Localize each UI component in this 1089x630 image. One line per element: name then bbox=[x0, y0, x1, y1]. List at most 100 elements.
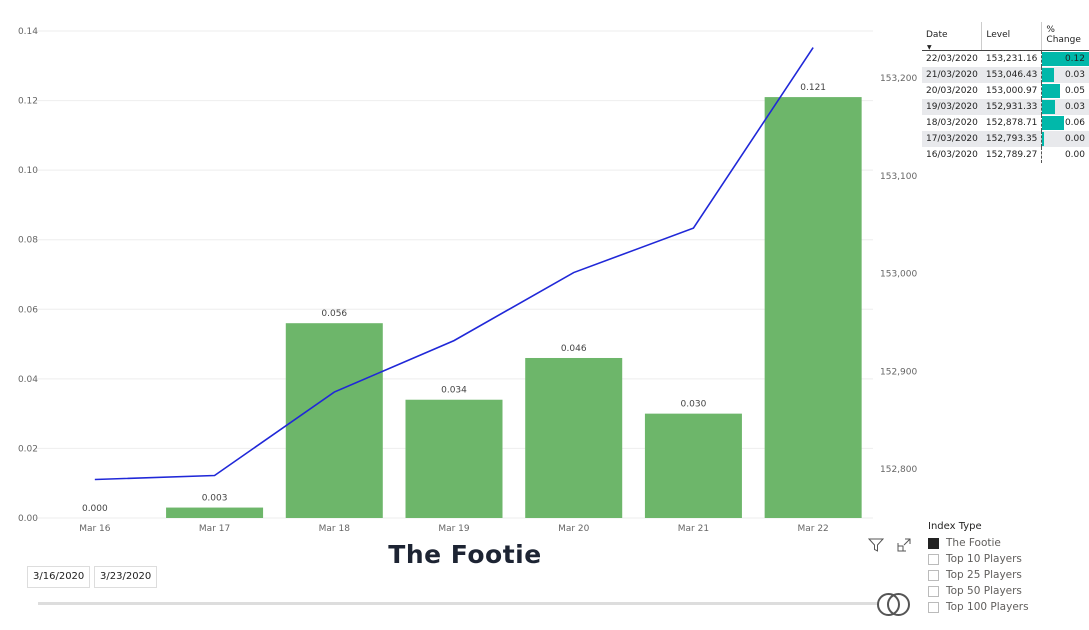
start-date-input[interactable]: 3/16/2020 bbox=[27, 566, 91, 588]
bar bbox=[166, 507, 264, 518]
checkbox[interactable] bbox=[928, 569, 939, 581]
index-type-slicer: Index Type The Footie Top 10 Players Top 2… bbox=[928, 521, 1029, 615]
col-level[interactable]: Level bbox=[981, 22, 1042, 51]
table-row: 22/03/2020 153,231.16 0.12 bbox=[922, 50, 1089, 67]
slicer-item[interactable]: Top 100 Players bbox=[928, 599, 1029, 615]
y2-tick-label: 153,000 bbox=[880, 270, 917, 280]
y-tick-label: 0.10 bbox=[18, 166, 38, 176]
slicer-title: Index Type bbox=[928, 521, 982, 532]
x-tick-label: Mar 22 bbox=[797, 524, 828, 534]
checkbox[interactable] bbox=[928, 537, 939, 549]
table-row: 16/03/2020 152,789.27 0.00 bbox=[922, 147, 1089, 163]
data-label: 0.003 bbox=[202, 494, 228, 504]
slicer-item-label: Top 100 Players bbox=[946, 601, 1029, 613]
table-row: 18/03/2020 152,878.71 0.06 bbox=[922, 115, 1089, 131]
bar bbox=[644, 413, 742, 518]
table-row: 17/03/2020 152,793.35 0.00 bbox=[922, 131, 1089, 147]
cell-level: 153,231.16 bbox=[985, 54, 1038, 64]
cell-date: 20/03/2020 bbox=[926, 86, 978, 96]
y-tick-label: 0.00 bbox=[18, 514, 38, 524]
cell-level: 152,789.27 bbox=[985, 150, 1038, 160]
combo-chart: 0.00 0.02 0.04 0.06 0.08 0.10 0.12 0.14 152,800 1… bbox=[18, 27, 918, 534]
cell-change: 0.06 bbox=[1041, 115, 1089, 131]
y-tick-label: 0.02 bbox=[18, 444, 38, 454]
slicer-item-label: The Footie bbox=[946, 537, 1001, 549]
checkbox[interactable] bbox=[928, 553, 939, 565]
bar bbox=[285, 323, 383, 518]
data-bar bbox=[1042, 84, 1061, 98]
end-date-input[interactable]: 3/23/2020 bbox=[94, 566, 158, 588]
cell-level: 153,046.43 bbox=[981, 67, 1042, 83]
y-tick-label: 0.12 bbox=[18, 97, 38, 107]
cell-date: 18/03/2020 bbox=[926, 118, 978, 128]
data-bar bbox=[1042, 116, 1064, 130]
cell-level: 152,931.33 bbox=[981, 99, 1042, 115]
filter-icon[interactable] bbox=[868, 537, 884, 553]
y-tick-label: 0.06 bbox=[18, 305, 38, 315]
slicer-item-label: Top 25 Players bbox=[946, 569, 1022, 581]
slicer-item-label: Top 50 Players bbox=[946, 585, 1022, 597]
slicer-item[interactable]: The Footie bbox=[928, 535, 1029, 551]
change-value: 0.05 bbox=[1064, 86, 1085, 96]
date-range-slider[interactable] bbox=[38, 602, 880, 605]
data-label: 0.034 bbox=[441, 386, 467, 396]
data-bar bbox=[1042, 52, 1089, 66]
cell-date: 16/03/2020 bbox=[926, 150, 978, 160]
data-bar bbox=[1042, 68, 1054, 82]
checkbox[interactable] bbox=[928, 601, 939, 613]
y2-tick-label: 153,100 bbox=[880, 172, 917, 182]
slicer-item[interactable]: Top 25 Players bbox=[928, 567, 1029, 583]
change-value: 0.06 bbox=[1064, 118, 1085, 128]
cell-change: 0.05 bbox=[1041, 83, 1089, 99]
x-tick-label: Mar 20 bbox=[558, 524, 590, 534]
change-value: 0.00 bbox=[1064, 134, 1085, 144]
data-bar bbox=[1042, 132, 1044, 146]
table-row: 20/03/2020 153,000.97 0.05 bbox=[922, 83, 1089, 99]
slicer-item[interactable]: Top 10 Players bbox=[928, 551, 1029, 567]
change-value: 0.00 bbox=[1064, 150, 1085, 160]
change-value: 0.03 bbox=[1064, 70, 1085, 80]
cell-date: 21/03/2020 bbox=[922, 67, 982, 83]
y2-tick-label: 153,200 bbox=[880, 74, 917, 84]
table-row: 21/03/2020 153,046.43 0.03 bbox=[922, 67, 1089, 83]
checkbox[interactable] bbox=[928, 585, 939, 597]
index-table: Date ▼ Level % Change 22/03/2020 153,231.1… bbox=[922, 22, 1089, 163]
bar bbox=[764, 97, 862, 518]
cell-change: 0.03 bbox=[1041, 99, 1089, 115]
col-date[interactable]: Date ▼ bbox=[922, 22, 982, 51]
slider-end-handle[interactable] bbox=[887, 593, 910, 616]
data-label: 0.121 bbox=[800, 83, 826, 93]
data-label: 0.046 bbox=[561, 344, 587, 354]
y2-tick-label: 152,800 bbox=[880, 465, 917, 475]
cell-change: 0.00 bbox=[1041, 131, 1089, 147]
slicer-item-label: Top 10 Players bbox=[946, 553, 1022, 565]
data-label: 0.030 bbox=[681, 400, 707, 410]
focus-mode-icon[interactable] bbox=[896, 537, 912, 553]
cell-date: 22/03/2020 bbox=[926, 54, 978, 64]
col-change[interactable]: % Change bbox=[1041, 22, 1089, 51]
x-tick-label: Mar 18 bbox=[319, 524, 351, 534]
slicer-item[interactable]: Top 50 Players bbox=[928, 583, 1029, 599]
x-tick-label: Mar 16 bbox=[79, 524, 111, 534]
bar bbox=[405, 399, 503, 518]
y-tick-label: 0.08 bbox=[18, 236, 38, 246]
y2-tick-label: 152,900 bbox=[880, 367, 917, 377]
cell-level: 152,793.35 bbox=[981, 131, 1042, 147]
cell-change: 0.12 bbox=[1041, 50, 1089, 67]
data-bar bbox=[1042, 100, 1056, 114]
data-label: 0.000 bbox=[82, 504, 108, 514]
x-tick-label: Mar 17 bbox=[199, 524, 230, 534]
data-label: 0.056 bbox=[321, 309, 347, 319]
table-row: 19/03/2020 152,931.33 0.03 bbox=[922, 99, 1089, 115]
cell-change: 0.00 bbox=[1041, 147, 1089, 163]
sort-desc-icon: ▼ bbox=[927, 44, 932, 51]
chart-title: The Footie bbox=[388, 540, 542, 569]
bar bbox=[525, 357, 623, 518]
change-value: 0.12 bbox=[1064, 54, 1085, 64]
y-tick-label: 0.04 bbox=[18, 375, 38, 385]
cell-date: 17/03/2020 bbox=[922, 131, 982, 147]
cell-level: 152,878.71 bbox=[985, 118, 1038, 128]
cell-change: 0.03 bbox=[1041, 67, 1089, 83]
cell-level: 153,000.97 bbox=[985, 86, 1038, 96]
x-tick-label: Mar 19 bbox=[438, 524, 470, 534]
